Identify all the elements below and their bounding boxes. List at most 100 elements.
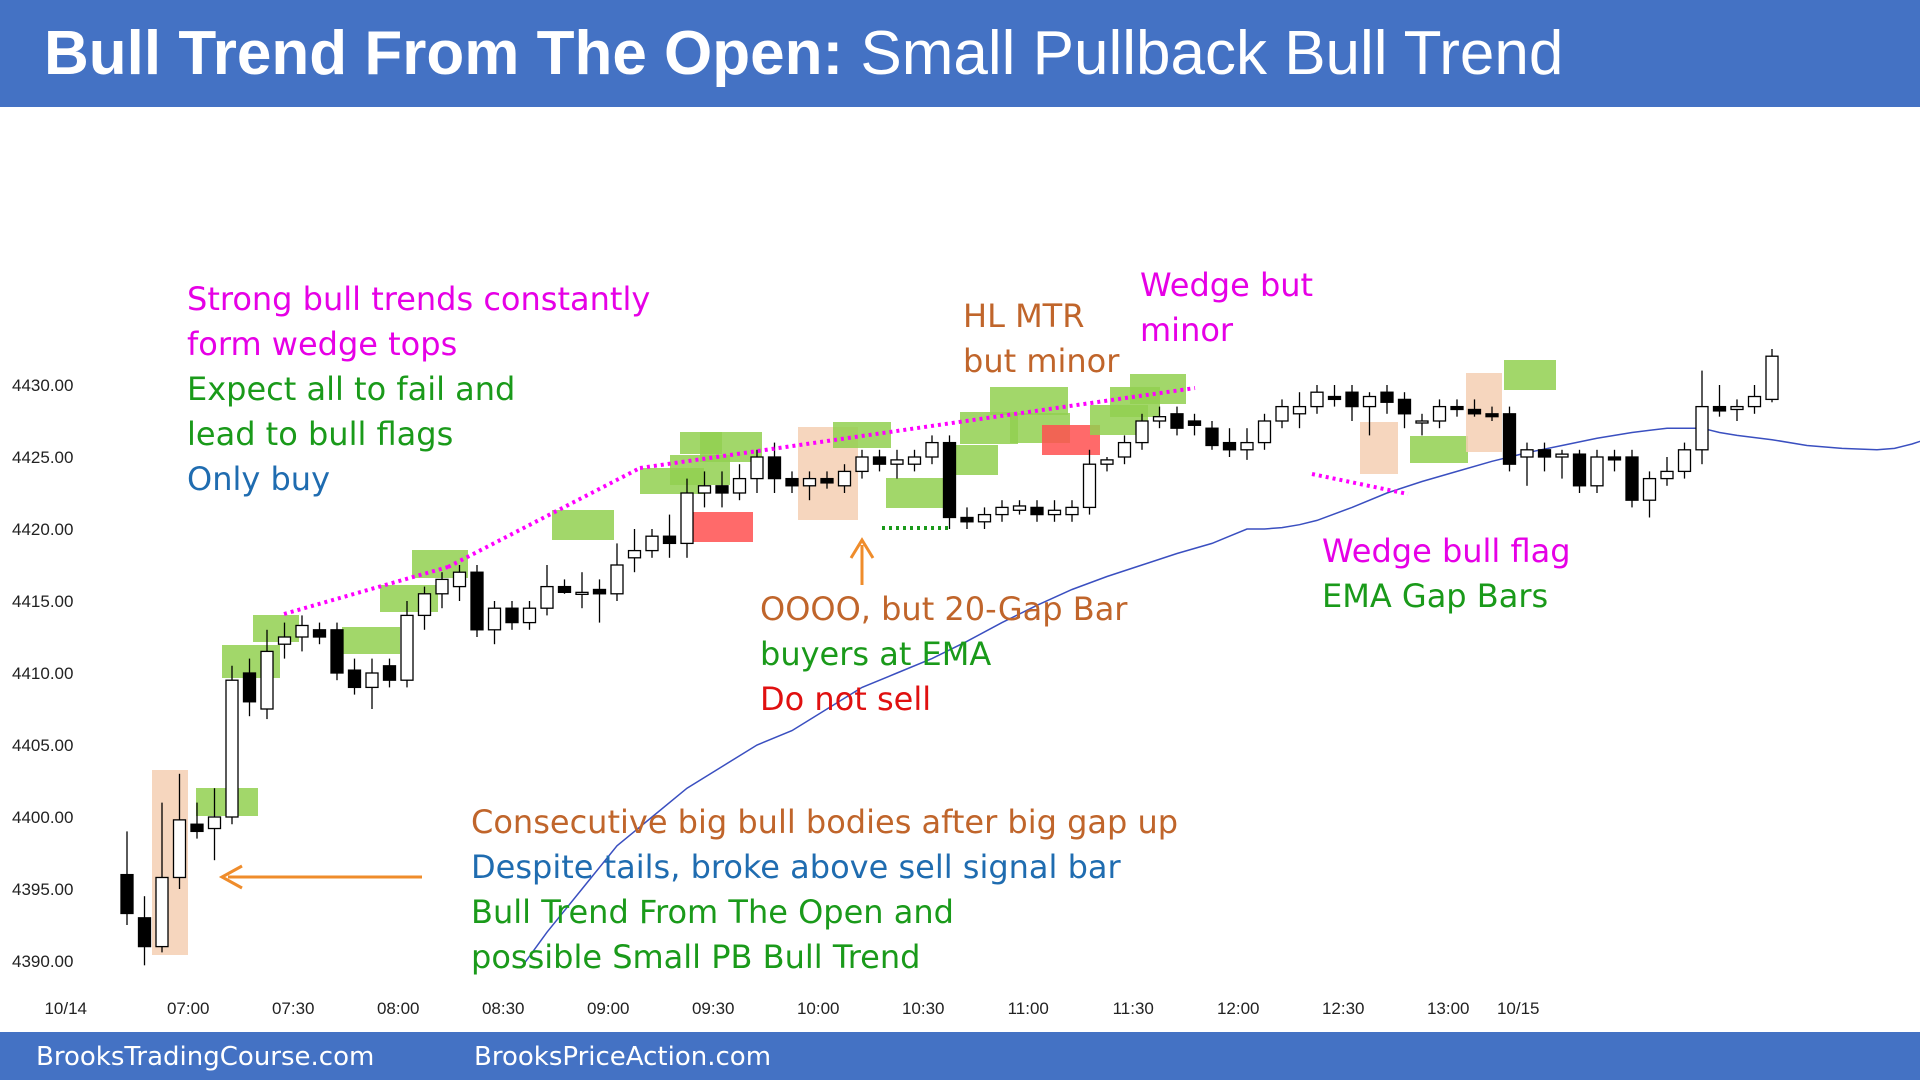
candle	[890, 449, 904, 479]
candle	[540, 565, 554, 616]
bull-candle-body	[207, 816, 222, 830]
candle	[977, 507, 992, 529]
bull-candle-body	[802, 477, 817, 487]
candle	[1520, 442, 1534, 486]
candle	[1310, 385, 1324, 414]
title-bold-part: Bull Trend From The Open:	[44, 19, 844, 88]
candle	[627, 529, 642, 573]
candle	[855, 449, 869, 479]
candle	[1065, 500, 1079, 522]
candle	[1100, 457, 1114, 472]
candle	[1135, 413, 1149, 450]
y-tick-label: 4415.00	[12, 592, 73, 611]
candle	[837, 464, 852, 493]
candle	[1380, 385, 1394, 414]
candle	[1485, 406, 1499, 421]
bull-candle-body	[1310, 391, 1324, 408]
bull-candle-body	[575, 591, 589, 596]
page-title: Bull Trend From The Open: Small Pullback…	[44, 18, 1563, 89]
bull-candle-body	[1730, 405, 1744, 411]
bull-candle-body	[610, 564, 624, 595]
candle	[207, 788, 222, 861]
bear-candle-body	[312, 629, 327, 638]
bull-candle-body	[1677, 449, 1692, 473]
bull-candle-body	[522, 607, 537, 624]
candle	[1275, 399, 1289, 429]
annotation-text: lead to bull flags	[187, 415, 453, 453]
candle	[137, 896, 152, 966]
bull-candle-body	[1065, 506, 1079, 516]
bull-candle-body	[365, 672, 379, 689]
bear-candle-body	[242, 672, 257, 703]
bull-candle-body	[1590, 456, 1604, 487]
bull-candle-body	[452, 571, 467, 588]
wedge-dotted-line	[447, 466, 641, 569]
annotation-text: OOOO, but 20-Gap Bar	[760, 590, 1128, 628]
candle	[1467, 399, 1482, 417]
green-highlight-box	[1504, 360, 1556, 390]
x-tick-label: 10/15	[1497, 999, 1540, 1018]
bear-candle-body	[1170, 413, 1184, 429]
candle	[575, 572, 589, 609]
bear-candle-body	[1502, 413, 1517, 465]
footer-left-link[interactable]: BrooksTradingCourse.com	[36, 1042, 375, 1072]
bear-candle-body	[767, 456, 782, 480]
candle	[365, 658, 379, 709]
bull-candle-body	[225, 679, 239, 818]
candle	[1187, 413, 1202, 436]
arrow-head-icon	[849, 537, 875, 559]
title-bar: Bull Trend From The Open: Small Pullback…	[0, 0, 1920, 107]
bear-candle-body	[1380, 391, 1394, 403]
bull-candle-body	[1135, 420, 1149, 444]
candle	[295, 615, 309, 652]
footer-right-link[interactable]: BrooksPriceAction.com	[474, 1042, 772, 1072]
bull-candle-body	[1100, 459, 1114, 465]
candle	[750, 449, 764, 493]
bull-candle-body	[890, 459, 904, 465]
ema-line	[520, 427, 1920, 969]
annotation-text: minor	[1140, 311, 1234, 349]
bull-candle-body	[627, 549, 642, 559]
title-rest-part: Small Pullback Bull Trend	[843, 19, 1564, 88]
annotation-text: EMA Gap Bars	[1322, 577, 1548, 615]
candle	[330, 622, 344, 681]
bear-candle-body	[505, 607, 519, 624]
bear-candle-body	[1030, 506, 1044, 516]
candle	[1590, 449, 1604, 493]
green-highlight-box	[1410, 436, 1468, 463]
bull-candle-body	[1432, 405, 1447, 422]
candle	[1695, 370, 1709, 465]
candle	[1047, 500, 1062, 522]
bull-candle-body	[1047, 509, 1062, 516]
bear-candle-body	[662, 535, 677, 545]
candle	[505, 601, 519, 630]
candle	[1012, 500, 1027, 515]
candle	[1660, 457, 1674, 486]
bear-candle-body	[190, 823, 204, 833]
bear-candle-body	[942, 441, 957, 519]
bear-candle-body	[1607, 456, 1622, 461]
wedge-dotted-line	[1311, 472, 1409, 496]
candle	[1555, 449, 1569, 479]
red-highlight-box	[693, 512, 753, 542]
candle	[1292, 392, 1307, 429]
candle	[557, 579, 572, 594]
bull-candle-body	[1292, 405, 1307, 415]
footer-bar: BrooksTradingCourse.com BrooksPriceActio…	[0, 1032, 1920, 1080]
candle	[400, 601, 414, 688]
candle	[1397, 392, 1412, 429]
candle	[1450, 399, 1464, 417]
candle	[522, 601, 537, 630]
y-tick-label: 4420.00	[12, 520, 73, 539]
green-highlight-box	[253, 615, 299, 642]
wedge-dotted-line	[639, 386, 1196, 470]
bull-candle-body	[977, 513, 992, 523]
wedge-dotted-line	[283, 565, 449, 616]
candle	[1152, 406, 1167, 429]
bear-candle-body	[1205, 427, 1219, 447]
candle	[1240, 428, 1254, 460]
x-axis: 10/14 07:00 07:30 08:00 08:30 09:00 09:30 10:00…	[44, 999, 1539, 1018]
bear-candle-body	[820, 477, 834, 484]
candle	[995, 500, 1009, 522]
bull-candle-body	[1520, 449, 1534, 458]
